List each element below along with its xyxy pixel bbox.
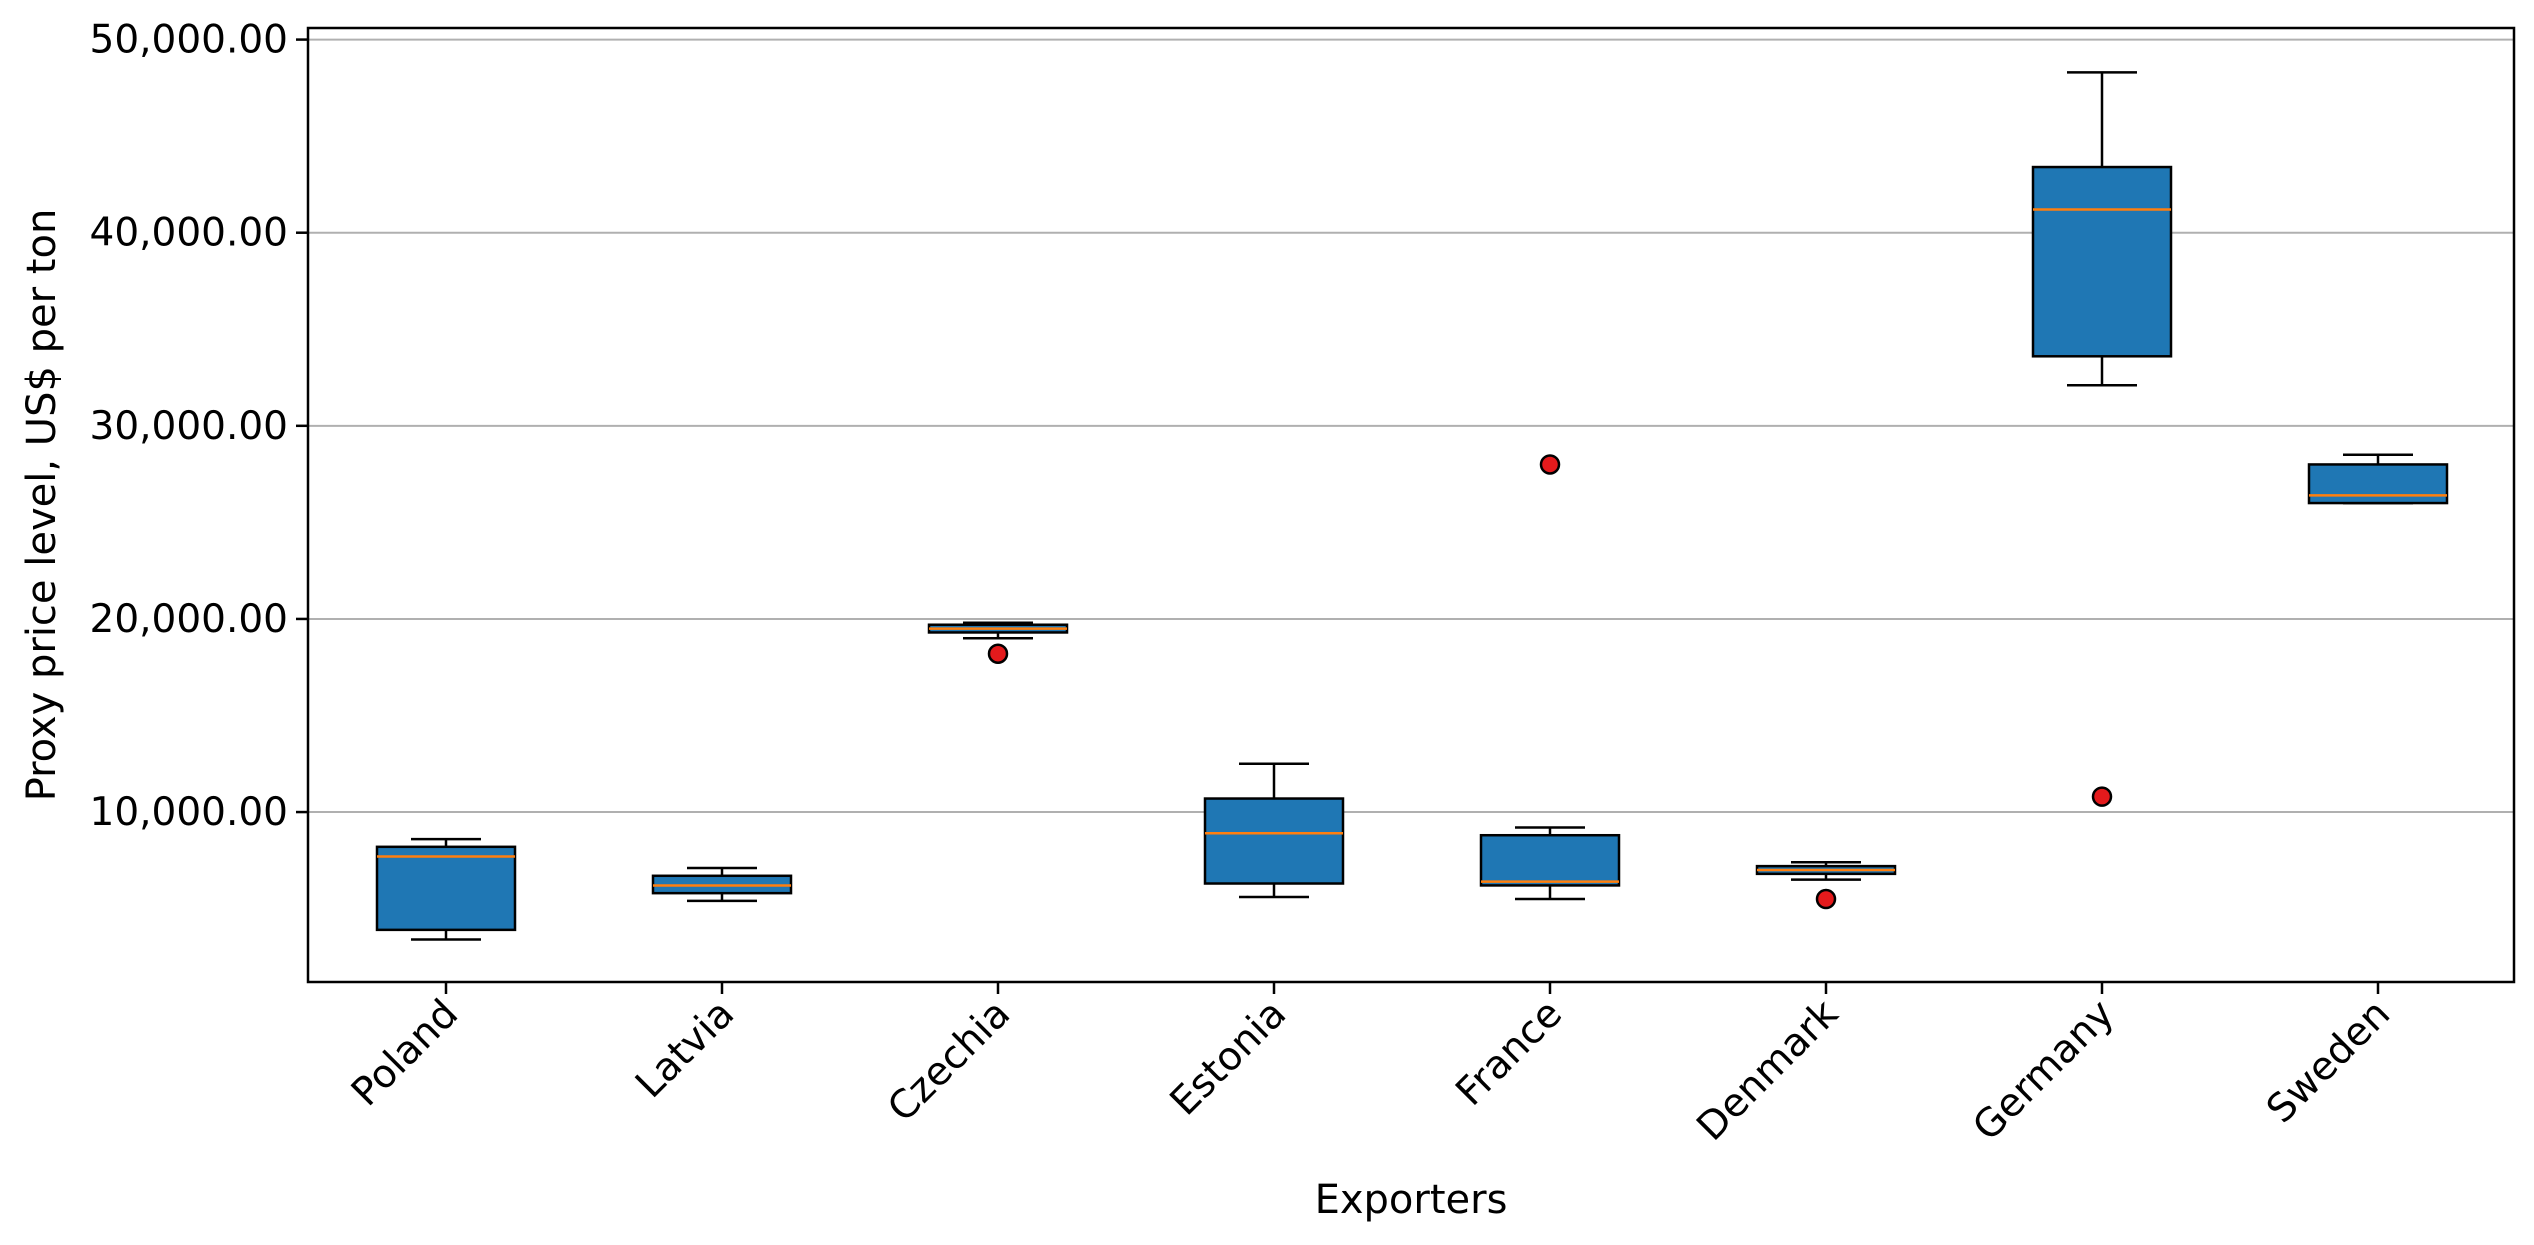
y-tick-label: 40,000.00 (90, 211, 289, 256)
box-iqr (2307, 463, 2449, 505)
x-tick-label: Sweden (2258, 991, 2399, 1132)
box-czechia (927, 621, 1069, 664)
y-tick-label: 30,000.00 (90, 404, 289, 449)
x-tick-label: Denmark (1688, 991, 1847, 1150)
grid-lines (308, 38, 2514, 814)
box-iqr (2031, 165, 2173, 358)
box-poland (375, 837, 517, 941)
box-iqr (1203, 797, 1345, 885)
outlier-point (1815, 888, 1837, 910)
box-estonia (1203, 762, 1345, 899)
x-tick-label: Czechia (879, 991, 1019, 1131)
box-denmark (1755, 861, 1897, 910)
box-germany (2031, 71, 2173, 807)
plot-area-frame (306, 26, 2516, 984)
x-tick-label: Latvia (627, 991, 743, 1107)
x-tick-label: Poland (343, 991, 467, 1115)
boxes (375, 71, 2449, 941)
outlier-point (987, 643, 1009, 664)
box-iqr (1479, 833, 1621, 887)
box-latvia (651, 866, 793, 903)
x-axis-title: Exporters (1315, 1177, 1508, 1223)
y-axis-title: Proxy price level, US$ per ton (19, 209, 65, 802)
y-tick-label: 10,000.00 (90, 790, 289, 835)
box-sweden (2307, 453, 2449, 505)
outlier-point (1539, 454, 1561, 475)
box-france (1479, 454, 1621, 901)
outlier-point (2091, 786, 2113, 807)
x-axis-ticks: Poland Latvia Czechia Estonia France Denmark G… (343, 982, 2399, 1150)
y-tick-label: 50,000.00 (90, 18, 289, 63)
box-iqr (375, 845, 517, 932)
y-tick-label: 20,000.00 (90, 597, 289, 642)
x-tick-label: Germany (1964, 991, 2123, 1150)
y-axis-ticks: 10,000.00 20,000.00 30,000.00 40,000.00 50,0… (90, 18, 308, 835)
x-tick-label: France (1448, 991, 1572, 1115)
x-tick-label: Estonia (1162, 991, 1295, 1124)
